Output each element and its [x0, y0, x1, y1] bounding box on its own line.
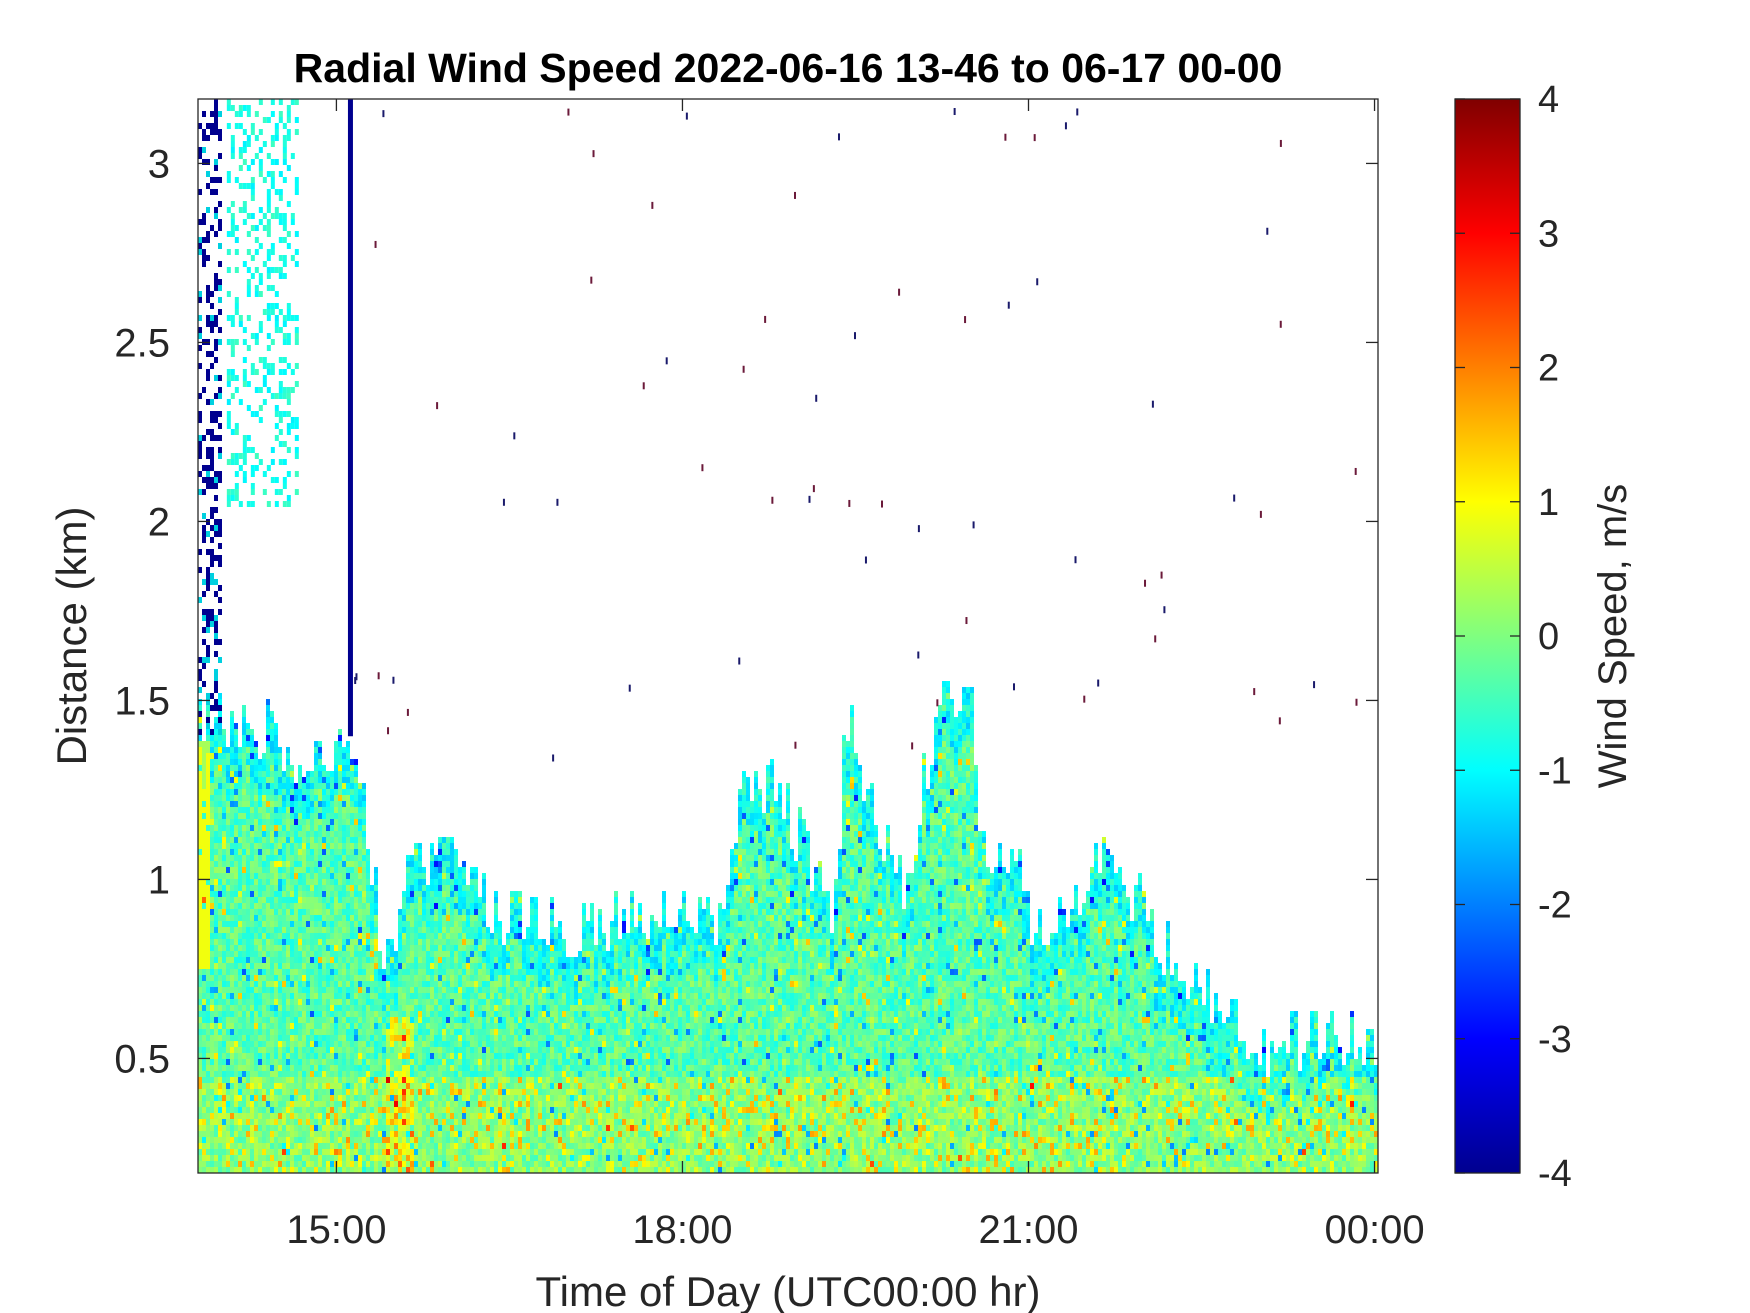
- colorbar-label: Wind Speed, m/s: [1591, 484, 1635, 789]
- colorbar-tick-label: 3: [1538, 213, 1559, 255]
- y-tick-label: 1.5: [114, 679, 170, 723]
- y-tick-label: 0.5: [114, 1037, 170, 1081]
- colorbar-tick-label: -2: [1538, 885, 1572, 927]
- y-axis-label: Distance (km): [48, 506, 95, 765]
- colorbar-tick-label: -1: [1538, 750, 1572, 792]
- colorbar-ticks: 4 3 2 1 0 -1 -2 -3 -4: [1455, 79, 1572, 1195]
- y-axis-ticks: 0.5 1 1.5 2 2.5 3: [114, 142, 1378, 1081]
- colorbar-tick-label: 4: [1538, 79, 1559, 121]
- plot-axes-box: [197, 98, 1379, 1174]
- x-tick-label: 00:00: [1324, 1208, 1424, 1252]
- colorbar-tick-label: 1: [1538, 482, 1559, 524]
- y-tick-label: 1: [148, 858, 170, 902]
- y-tick-label: 2: [148, 500, 170, 544]
- chart-title: Radial Wind Speed 2022-06-16 13-46 to 06…: [294, 45, 1283, 91]
- heatmap-cells: [198, 99, 1378, 1173]
- y-tick-label: 2.5: [114, 321, 170, 365]
- x-tick-label: 18:00: [632, 1208, 732, 1252]
- colorbar-tick-label: 2: [1538, 348, 1559, 390]
- colorbar-tick-label: 0: [1538, 616, 1559, 658]
- x-tick-label: 21:00: [978, 1208, 1078, 1252]
- colorbar-tick-label: -4: [1538, 1153, 1572, 1195]
- x-axis-ticks: 15:00 18:00 21:00 00:00: [286, 99, 1425, 1252]
- y-tick-label: 3: [148, 142, 170, 186]
- colorbar: [1454, 98, 1521, 1174]
- colorbar-tick-label: -3: [1538, 1019, 1572, 1061]
- x-tick-label: 15:00: [286, 1208, 386, 1252]
- x-axis-label: Time of Day (UTC00:00 hr): [536, 1268, 1041, 1313]
